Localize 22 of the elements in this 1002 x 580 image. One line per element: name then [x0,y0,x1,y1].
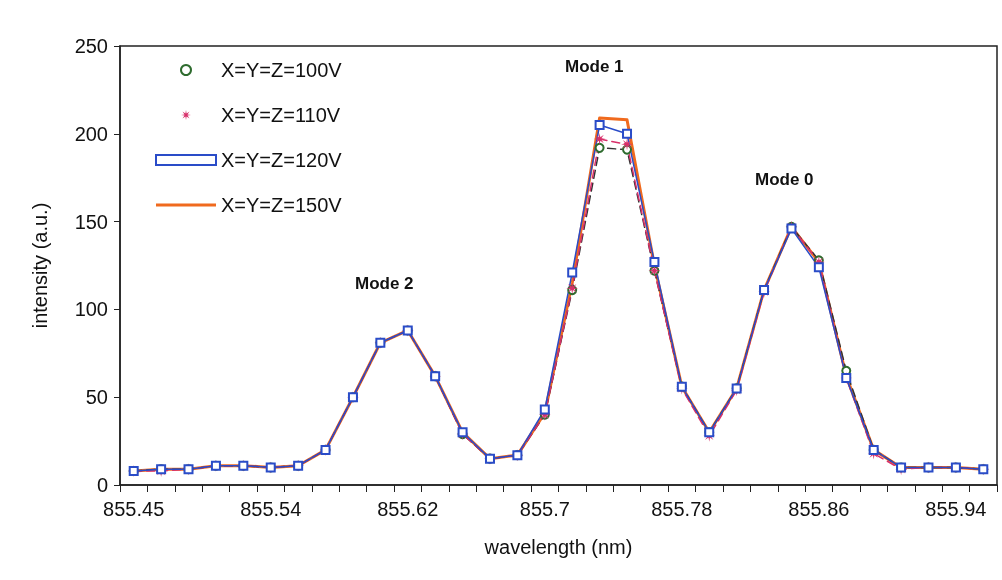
y-tick-label: 0 [96,474,108,496]
x-tick-label: 855.86 [788,498,850,520]
x-axis-title: wavelength (nm) [483,536,633,558]
y-tick-label: 200 [74,122,108,145]
annotation: Mode 0 [755,170,814,189]
legend-label: X=Y=Z=110V [221,104,341,126]
annotation: Mode 1 [565,57,624,76]
x-tick-label: 855.54 [240,498,302,520]
legend-label: X=Y=Z=120V [221,149,343,171]
x-tick-label: 855.45 [103,498,165,520]
x-tick-label: 855.7 [519,498,570,520]
annotation: Mode 2 [355,274,414,293]
y-tick-label: 250 [74,35,108,57]
y-tick-label: 150 [74,210,108,233]
y-axis-title: intensity (a.u.) [29,202,51,329]
y-tick-label: 50 [85,386,108,409]
legend-label: X=Y=Z=100V [221,59,343,81]
x-tick-label: 855.62 [377,498,439,520]
legend-label: X=Y=Z=150V [221,194,343,216]
x-tick-label: 855.78 [651,498,713,520]
y-tick-label: 100 [74,298,108,321]
x-tick-label: 855.94 [925,498,987,520]
